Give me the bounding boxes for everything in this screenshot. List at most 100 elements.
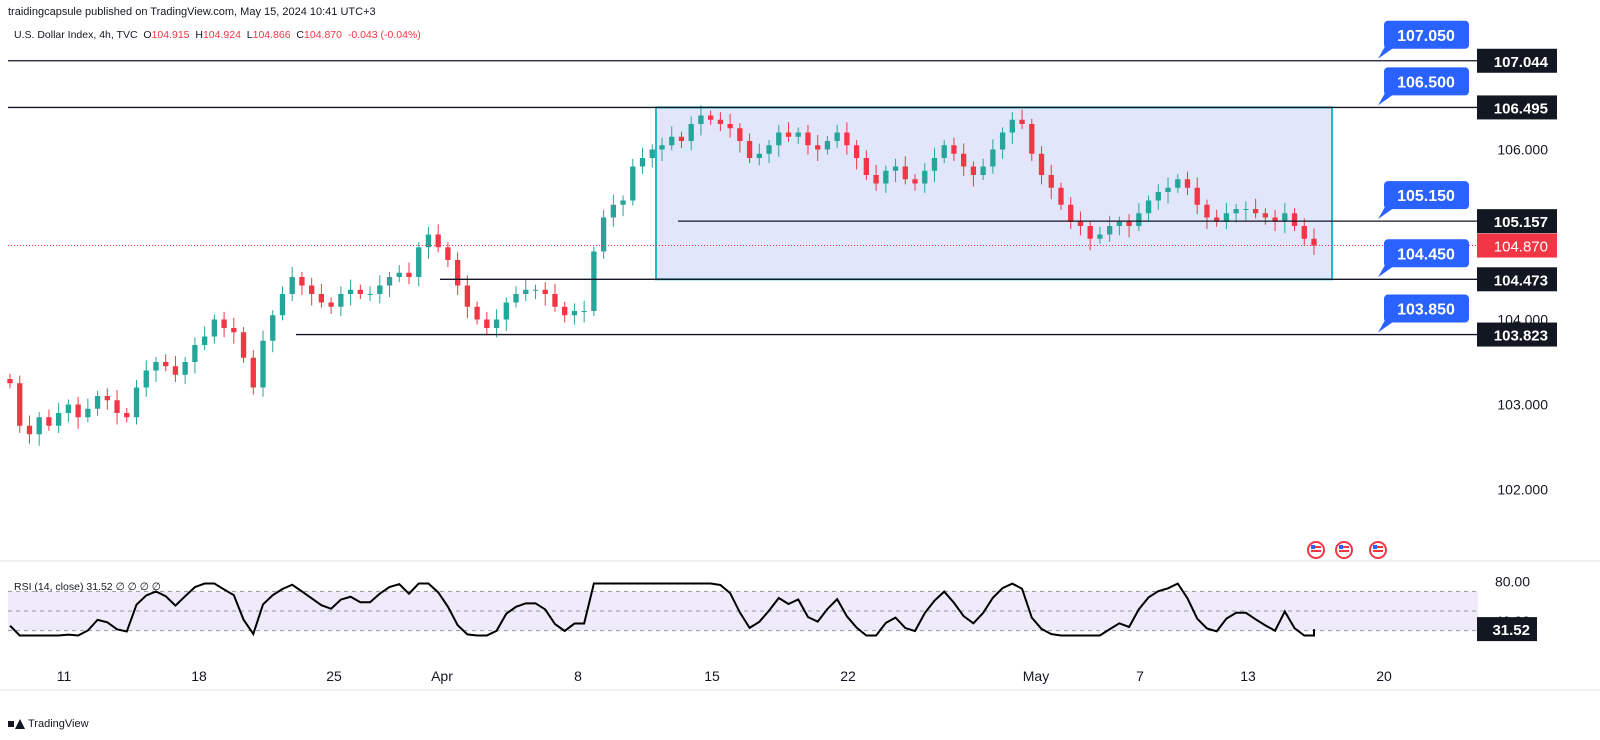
candle-body [980, 166, 986, 175]
candle-body [630, 166, 636, 201]
candle-body [493, 319, 500, 328]
us-flag-icon[interactable] [1307, 541, 1325, 559]
candle-body [737, 128, 743, 141]
symbol-name: U.S. Dollar Index, 4h, TVC [14, 29, 138, 41]
flag-stripe [1373, 550, 1383, 552]
x-tick-label: 20 [1376, 668, 1392, 684]
candle-body [172, 366, 179, 375]
candle-body [1145, 200, 1152, 214]
candle-body [649, 149, 655, 158]
footer-brand[interactable]: TradingView [8, 718, 89, 730]
callout-box[interactable] [1384, 67, 1469, 96]
candle-body [114, 400, 120, 413]
candle-body [756, 153, 762, 158]
candle-body [104, 396, 110, 401]
candle-body [1136, 213, 1142, 226]
symbol-legend: U.S. Dollar Index, 4h, TVC O104.915 H 104… [14, 29, 421, 41]
candle-body [163, 362, 169, 367]
level-axis-label: 103.823 [1494, 328, 1548, 345]
candle-body [669, 136, 675, 146]
flag-stripe [1339, 546, 1349, 548]
flag-canton [1373, 545, 1377, 549]
candle-body [328, 302, 334, 307]
candle-body [240, 332, 247, 358]
us-flag-icon[interactable] [1335, 541, 1353, 559]
callout-box[interactable] [1384, 239, 1469, 268]
candle-body [124, 413, 130, 418]
candle-body [56, 413, 62, 426]
y-tick-label: 102.000 [1497, 482, 1548, 498]
callout-label: 106.500 [1397, 74, 1455, 91]
candle-body [591, 251, 597, 311]
callout-box[interactable] [1384, 20, 1469, 49]
open-label: O [143, 29, 152, 41]
candle-body [571, 311, 578, 316]
callout-box[interactable] [1384, 181, 1469, 210]
candle-body [1194, 187, 1200, 205]
candle-body [1165, 187, 1171, 192]
candle-body [931, 158, 938, 171]
level-axis-tag [1477, 48, 1557, 73]
candle-body [367, 294, 373, 295]
candle-body [26, 425, 33, 435]
x-tick-label: 7 [1136, 668, 1144, 684]
candle-body [1282, 213, 1288, 222]
candle-body [221, 319, 227, 328]
level-axis-tag [1477, 267, 1557, 292]
callout-box[interactable] [1384, 294, 1469, 323]
flag-stripe [1311, 546, 1321, 548]
high-label: H [195, 29, 203, 41]
candle-body [1106, 226, 1113, 235]
candle-body [503, 302, 509, 320]
candle-body [377, 285, 383, 294]
us-flag-icon[interactable] [1369, 541, 1387, 559]
x-tick-label: 13 [1240, 668, 1256, 684]
x-tick-label: 18 [191, 668, 207, 684]
candle-body [454, 260, 461, 286]
candle-body [795, 132, 801, 137]
candle-body [406, 272, 412, 277]
candle-body [746, 141, 753, 158]
candle-body [902, 166, 908, 180]
y-tick-label: 106.000 [1497, 142, 1548, 158]
flag-canton [1311, 545, 1315, 549]
tradingview-logo-icon [8, 719, 25, 729]
candle-body [1291, 213, 1298, 226]
candle-body [133, 387, 140, 418]
candle-body [883, 170, 889, 184]
close-value: 104.870 [304, 29, 342, 41]
candle-body [46, 417, 52, 426]
candle-body [1243, 209, 1249, 210]
candle-body [94, 396, 101, 409]
candle-body [85, 408, 91, 418]
candle-body [309, 285, 315, 294]
flag-stripe [1373, 546, 1383, 548]
candle-body [542, 289, 548, 294]
candle-body [678, 136, 685, 141]
open-value: 104.915 [151, 29, 190, 41]
x-tick-label: 8 [574, 668, 582, 684]
candle-body [1077, 221, 1084, 226]
candle-body [289, 277, 295, 294]
candle-body [523, 289, 529, 294]
candle-body [873, 175, 879, 184]
x-tick-label: 22 [840, 668, 856, 684]
publisher-header: traidingcapsule published on TradingView… [8, 6, 376, 18]
candle-body [1262, 213, 1268, 218]
candle-body [1087, 226, 1093, 239]
candle-body [1175, 179, 1181, 188]
candle-body [1009, 119, 1015, 133]
candle-body [1301, 226, 1307, 239]
level-axis-label: 105.157 [1494, 214, 1548, 231]
callout-label: 105.150 [1397, 188, 1455, 205]
candle-body [727, 124, 733, 129]
candle-body [776, 132, 782, 146]
rsi-last-label: 31.52 [1492, 622, 1530, 639]
range-box[interactable] [655, 106, 1333, 281]
candle-body [1223, 213, 1230, 222]
candle-body [1214, 217, 1220, 222]
rsi-last-tag [1477, 617, 1537, 642]
candle-body [688, 124, 694, 141]
rsi-legend-extra: ∅ ∅ ∅ ∅ [115, 581, 161, 593]
